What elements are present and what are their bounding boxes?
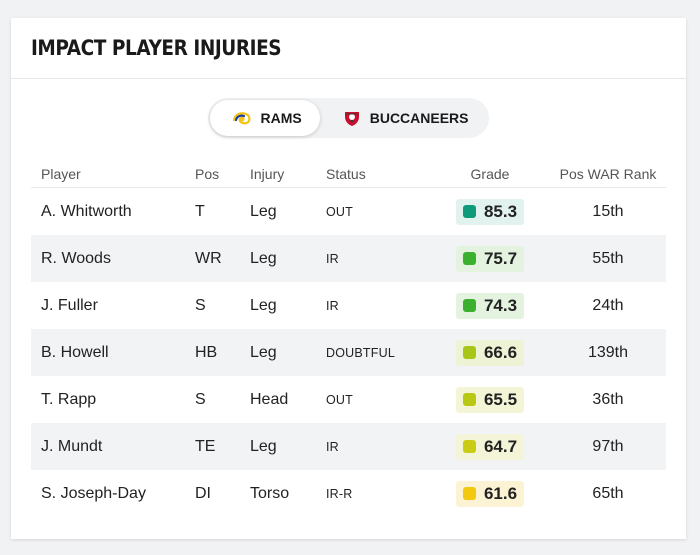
tab-rams-label: RAMS bbox=[260, 110, 302, 126]
team-tabs-wrap: RAMS BUCCANEERS bbox=[11, 98, 686, 138]
player-status: IR bbox=[326, 251, 339, 266]
player-status-cell: DOUBTFUL bbox=[326, 329, 430, 376]
player-pos: DI bbox=[195, 484, 211, 502]
player-grade-cell: 66.6 bbox=[430, 329, 550, 376]
team-tabs: RAMS BUCCANEERS bbox=[208, 98, 489, 138]
player-injury: Leg bbox=[250, 202, 277, 220]
grade-badge: 85.3 bbox=[455, 198, 525, 225]
player-war-rank: 24th bbox=[592, 296, 624, 314]
player-war-rank: 55th bbox=[550, 235, 666, 282]
table-row[interactable]: T. Rapp S Head OUT 65.5 36th bbox=[31, 376, 666, 423]
player-grade-cell: 85.3 bbox=[430, 188, 550, 236]
player-war-rank: 139th bbox=[550, 329, 666, 376]
player-status-cell: OUT bbox=[326, 376, 430, 423]
col-header-injury[interactable]: Injury bbox=[250, 161, 326, 188]
grade-badge: 75.7 bbox=[455, 245, 525, 272]
rams-logo-icon bbox=[233, 112, 251, 125]
player-status: OUT bbox=[326, 392, 353, 407]
player-injury: Leg bbox=[250, 296, 277, 314]
grade-value: 75.7 bbox=[483, 248, 518, 268]
player-grade-cell: 74.3 bbox=[430, 282, 550, 329]
table-row[interactable]: J. Mundt TE Leg IR 64.7 97th bbox=[31, 423, 666, 470]
table-header-row: Player Pos Injury Status Grade Pos WAR R… bbox=[31, 161, 666, 188]
grade-value: 66.6 bbox=[483, 342, 518, 362]
player-pos: T bbox=[195, 202, 205, 220]
table-row[interactable]: J. Fuller S Leg IR 74.3 24th bbox=[31, 282, 666, 329]
player-name[interactable]: T. Rapp bbox=[41, 390, 97, 408]
col-header-pos[interactable]: Pos bbox=[195, 161, 250, 188]
col-header-player[interactable]: Player bbox=[31, 161, 195, 188]
grade-color-dot bbox=[462, 393, 476, 406]
player-name[interactable]: R. Woods bbox=[31, 235, 195, 282]
injuries-card: IMPACT PLAYER INJURIES RAMS BUCCANEERS bbox=[11, 18, 686, 539]
grade-color-dot bbox=[462, 205, 476, 218]
player-injury: Leg bbox=[250, 423, 326, 470]
grade-badge: 61.6 bbox=[455, 480, 525, 507]
grade-badge: 66.6 bbox=[455, 339, 525, 366]
player-status: DOUBTFUL bbox=[326, 345, 395, 360]
card-header: IMPACT PLAYER INJURIES bbox=[11, 18, 686, 79]
player-war-rank: 97th bbox=[550, 423, 666, 470]
grade-value: 61.6 bbox=[483, 483, 518, 503]
tab-buccaneers-label: BUCCANEERS bbox=[369, 110, 469, 126]
player-name[interactable]: J. Fuller bbox=[41, 296, 98, 314]
player-status: IR bbox=[326, 439, 339, 454]
grade-badge: 64.7 bbox=[455, 433, 525, 460]
player-injury: Leg bbox=[250, 235, 326, 282]
col-header-rank[interactable]: Pos WAR Rank bbox=[550, 161, 666, 188]
player-injury: Torso bbox=[250, 484, 290, 502]
player-status-cell: IR bbox=[326, 235, 430, 282]
grade-color-dot bbox=[462, 346, 476, 359]
col-header-grade[interactable]: Grade bbox=[430, 161, 550, 188]
player-pos: WR bbox=[195, 235, 250, 282]
grade-color-dot bbox=[462, 252, 476, 265]
player-status-cell: IR bbox=[326, 282, 430, 329]
grade-color-dot bbox=[462, 487, 476, 500]
player-status-cell: OUT bbox=[326, 188, 430, 236]
card-title: IMPACT PLAYER INJURIES bbox=[31, 36, 282, 60]
table-row[interactable]: R. Woods WR Leg IR 75.7 55th bbox=[31, 235, 666, 282]
table-row[interactable]: B. Howell HB Leg DOUBTFUL 66.6 139th bbox=[31, 329, 666, 376]
injuries-table: Player Pos Injury Status Grade Pos WAR R… bbox=[31, 161, 666, 517]
tab-rams[interactable]: RAMS bbox=[210, 100, 320, 136]
player-pos: HB bbox=[195, 329, 250, 376]
player-war-rank: 36th bbox=[592, 390, 624, 408]
buccaneers-logo-icon bbox=[344, 112, 359, 126]
player-injury: Leg bbox=[250, 329, 326, 376]
player-name[interactable]: A. Whitworth bbox=[41, 202, 132, 220]
grade-badge: 65.5 bbox=[455, 386, 525, 413]
player-name[interactable]: S. Joseph-Day bbox=[41, 484, 146, 502]
tab-buccaneers[interactable]: BUCCANEERS bbox=[320, 100, 487, 136]
player-pos: S bbox=[195, 296, 206, 314]
player-grade-cell: 75.7 bbox=[430, 235, 550, 282]
player-status-cell: IR bbox=[326, 423, 430, 470]
player-status-cell: IR-R bbox=[326, 470, 430, 517]
player-pos: TE bbox=[195, 423, 250, 470]
player-name[interactable]: B. Howell bbox=[31, 329, 195, 376]
player-grade-cell: 65.5 bbox=[430, 376, 550, 423]
player-war-rank: 65th bbox=[592, 484, 624, 502]
player-grade-cell: 64.7 bbox=[430, 423, 550, 470]
grade-color-dot bbox=[462, 440, 476, 453]
grade-value: 74.3 bbox=[483, 295, 518, 315]
player-status: IR bbox=[326, 298, 339, 313]
grade-value: 65.5 bbox=[483, 389, 518, 409]
grade-badge: 74.3 bbox=[455, 292, 525, 319]
grade-value: 85.3 bbox=[483, 201, 518, 221]
player-grade-cell: 61.6 bbox=[430, 470, 550, 517]
table-row[interactable]: S. Joseph-Day DI Torso IR-R 61.6 65th bbox=[31, 470, 666, 517]
grade-color-dot bbox=[462, 299, 476, 312]
player-war-rank: 15th bbox=[592, 202, 624, 220]
table-row[interactable]: A. Whitworth T Leg OUT 85.3 15th bbox=[31, 188, 666, 236]
player-status: OUT bbox=[326, 204, 353, 219]
col-header-status[interactable]: Status bbox=[326, 161, 430, 188]
player-name[interactable]: J. Mundt bbox=[31, 423, 195, 470]
grade-value: 64.7 bbox=[483, 436, 518, 456]
player-injury: Head bbox=[250, 390, 289, 408]
player-status: IR-R bbox=[326, 486, 353, 501]
player-pos: S bbox=[195, 390, 206, 408]
